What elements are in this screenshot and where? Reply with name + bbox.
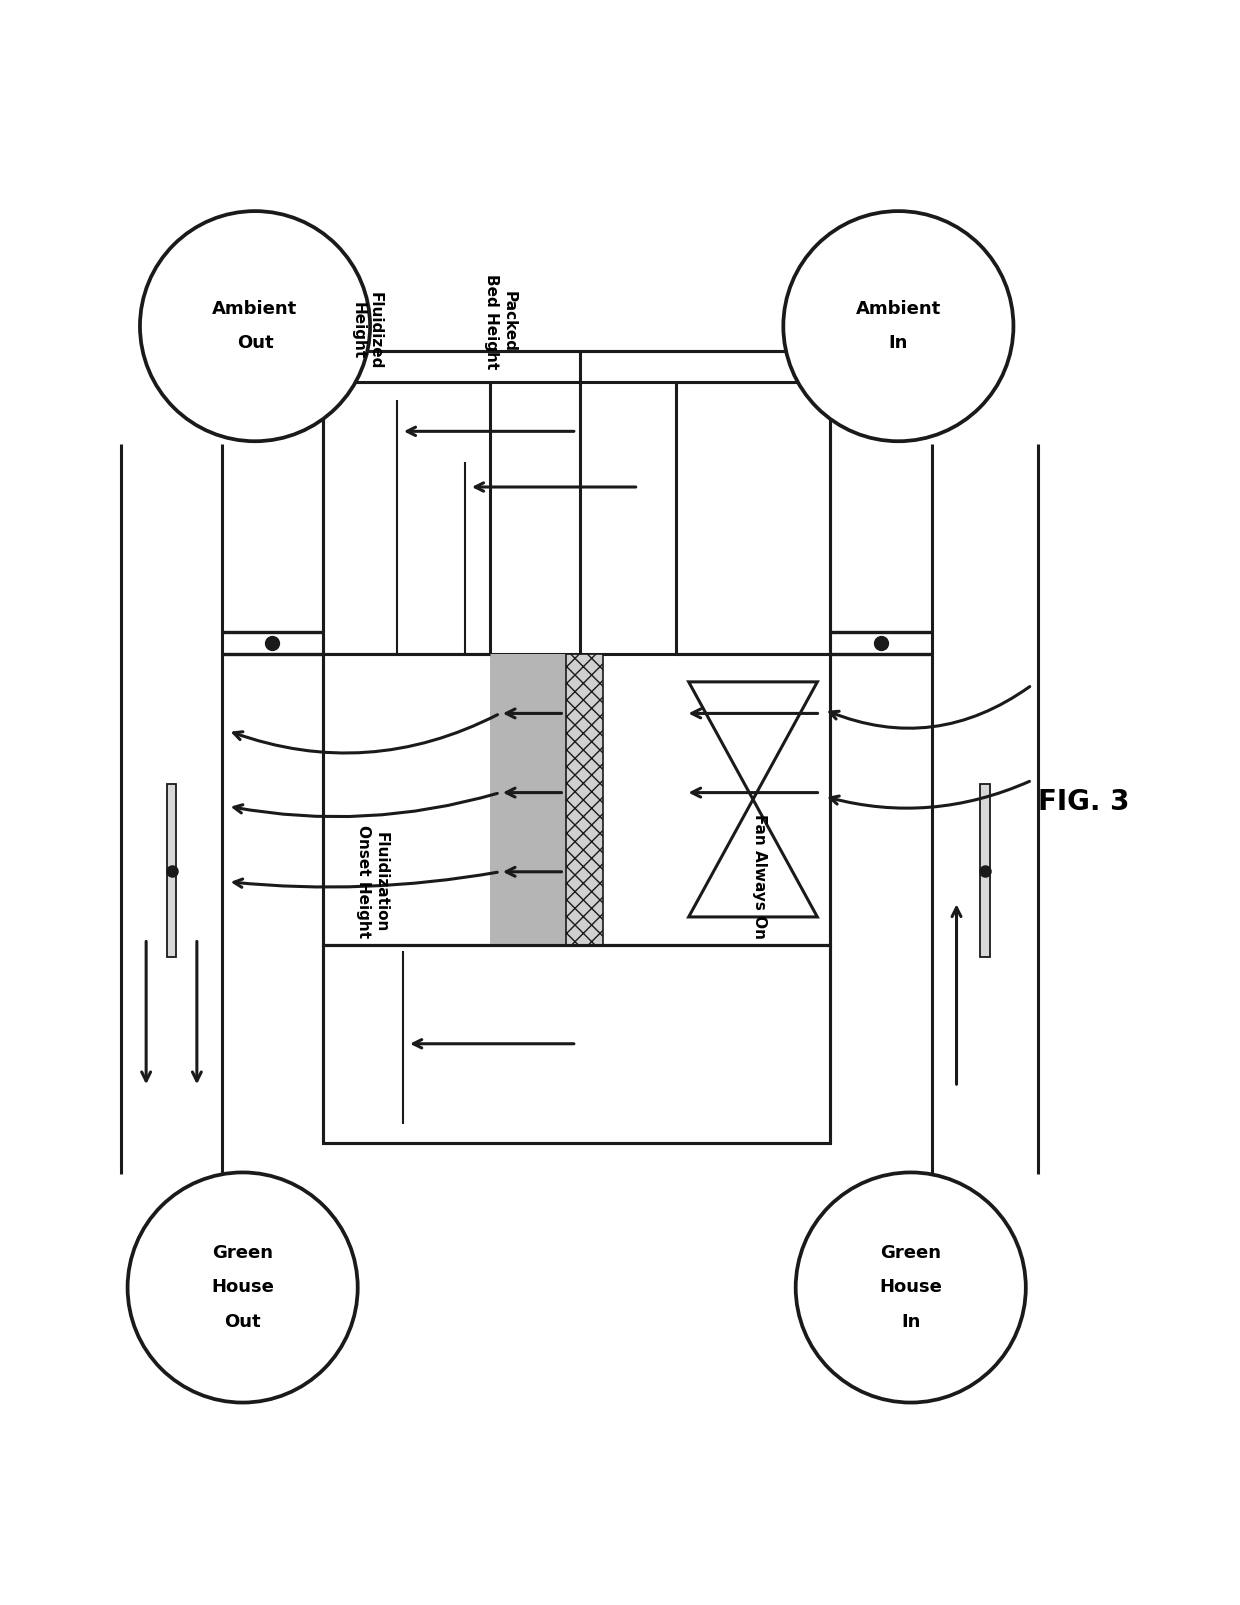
Bar: [565, 653, 603, 945]
Text: Out: Out: [237, 334, 273, 353]
Text: Out: Out: [224, 1313, 260, 1331]
Bar: [324, 653, 831, 945]
Polygon shape: [688, 682, 817, 799]
Text: In: In: [901, 1313, 920, 1331]
Bar: [324, 945, 831, 1143]
Polygon shape: [688, 799, 817, 916]
Text: Ambient: Ambient: [212, 300, 298, 318]
Circle shape: [140, 212, 370, 441]
Bar: [324, 382, 490, 653]
Bar: [980, 783, 990, 957]
Text: Green: Green: [880, 1244, 941, 1262]
Text: Green: Green: [212, 1244, 273, 1262]
Text: Fan Always On: Fan Always On: [751, 814, 766, 939]
Text: In: In: [889, 334, 908, 353]
Text: House: House: [211, 1279, 274, 1297]
Text: Packed
Bed Height: Packed Bed Height: [484, 274, 516, 369]
Text: FIG. 3: FIG. 3: [1038, 788, 1130, 817]
Text: Fluidization
Onset Height: Fluidization Onset Height: [356, 825, 389, 939]
Bar: [676, 382, 831, 653]
Bar: [166, 783, 176, 957]
Text: House: House: [879, 1279, 942, 1297]
Bar: [490, 653, 580, 945]
Text: Fluidized
Height: Fluidized Height: [350, 292, 383, 369]
Circle shape: [784, 212, 1013, 441]
Bar: [324, 351, 831, 382]
Circle shape: [796, 1172, 1025, 1403]
Text: Ambient: Ambient: [856, 300, 941, 318]
Circle shape: [128, 1172, 357, 1403]
